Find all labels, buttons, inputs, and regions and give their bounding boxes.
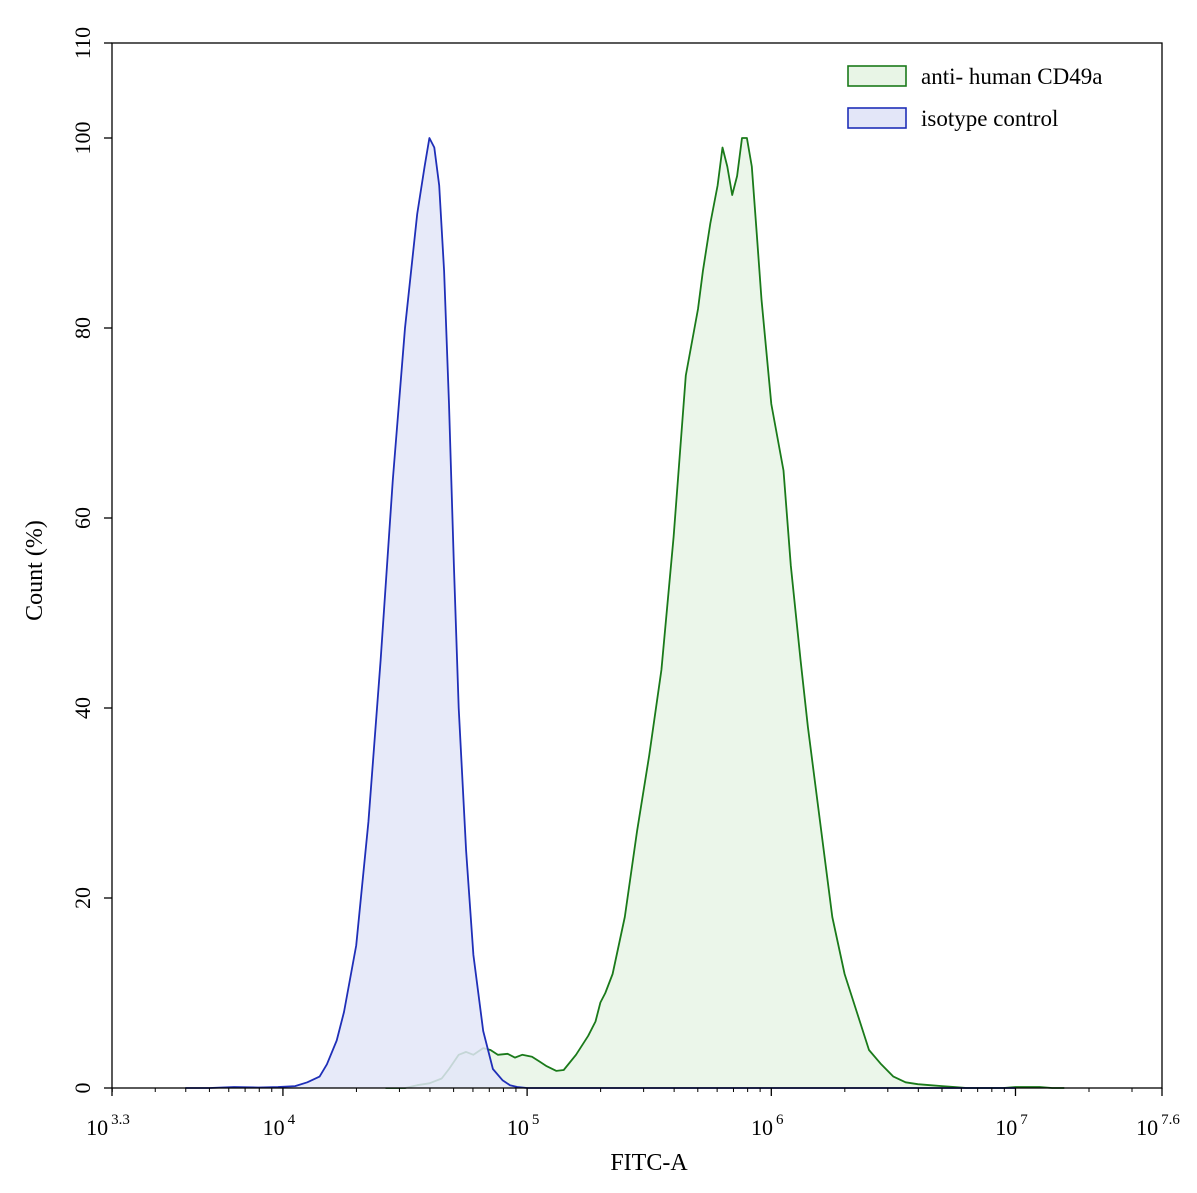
y-axis-title: Count (%)	[22, 520, 48, 621]
x-tick-label: 10 6	[751, 1112, 784, 1140]
legend-label: anti- human CD49a	[921, 64, 1102, 89]
y-tick-label: 40	[70, 697, 95, 719]
series-area-anti-human-cd49a	[385, 138, 1065, 1088]
x-axis: 10 3.3 10 4 10 5 10 6 10 7 10 7.6	[86, 1088, 1180, 1140]
y-tick-label: 20	[70, 887, 95, 909]
series-area-isotype-control	[185, 138, 1016, 1088]
x-tick-label: 10 7	[995, 1112, 1028, 1140]
legend-label: isotype control	[921, 106, 1058, 131]
legend: anti- human CD49a isotype control	[847, 64, 1102, 131]
y-tick-label: 0	[70, 1083, 95, 1094]
y-tick-label: 110	[70, 27, 95, 59]
plot-frame	[111, 42, 1163, 1089]
x-axis-title: FITC-A	[610, 1150, 688, 1176]
series-line-isotype-control	[185, 137, 1016, 1089]
y-tick-label: 80	[70, 317, 95, 339]
x-tick-label: 10 3.3	[86, 1112, 130, 1140]
series-line-anti-human-cd49a	[385, 137, 1065, 1089]
y-tick-label: 60	[70, 507, 95, 529]
legend-swatch	[847, 65, 907, 87]
x-tick-label: 10 7.6	[1136, 1112, 1180, 1140]
x-tick-label: 10 4	[263, 1112, 296, 1140]
legend-swatch	[847, 107, 907, 129]
y-tick-label: 100	[70, 122, 95, 155]
series-layer	[185, 137, 1065, 1089]
y-axis: 0 20 40 60 80 100 110	[70, 27, 112, 1094]
x-tick-label: 10 5	[507, 1112, 540, 1140]
